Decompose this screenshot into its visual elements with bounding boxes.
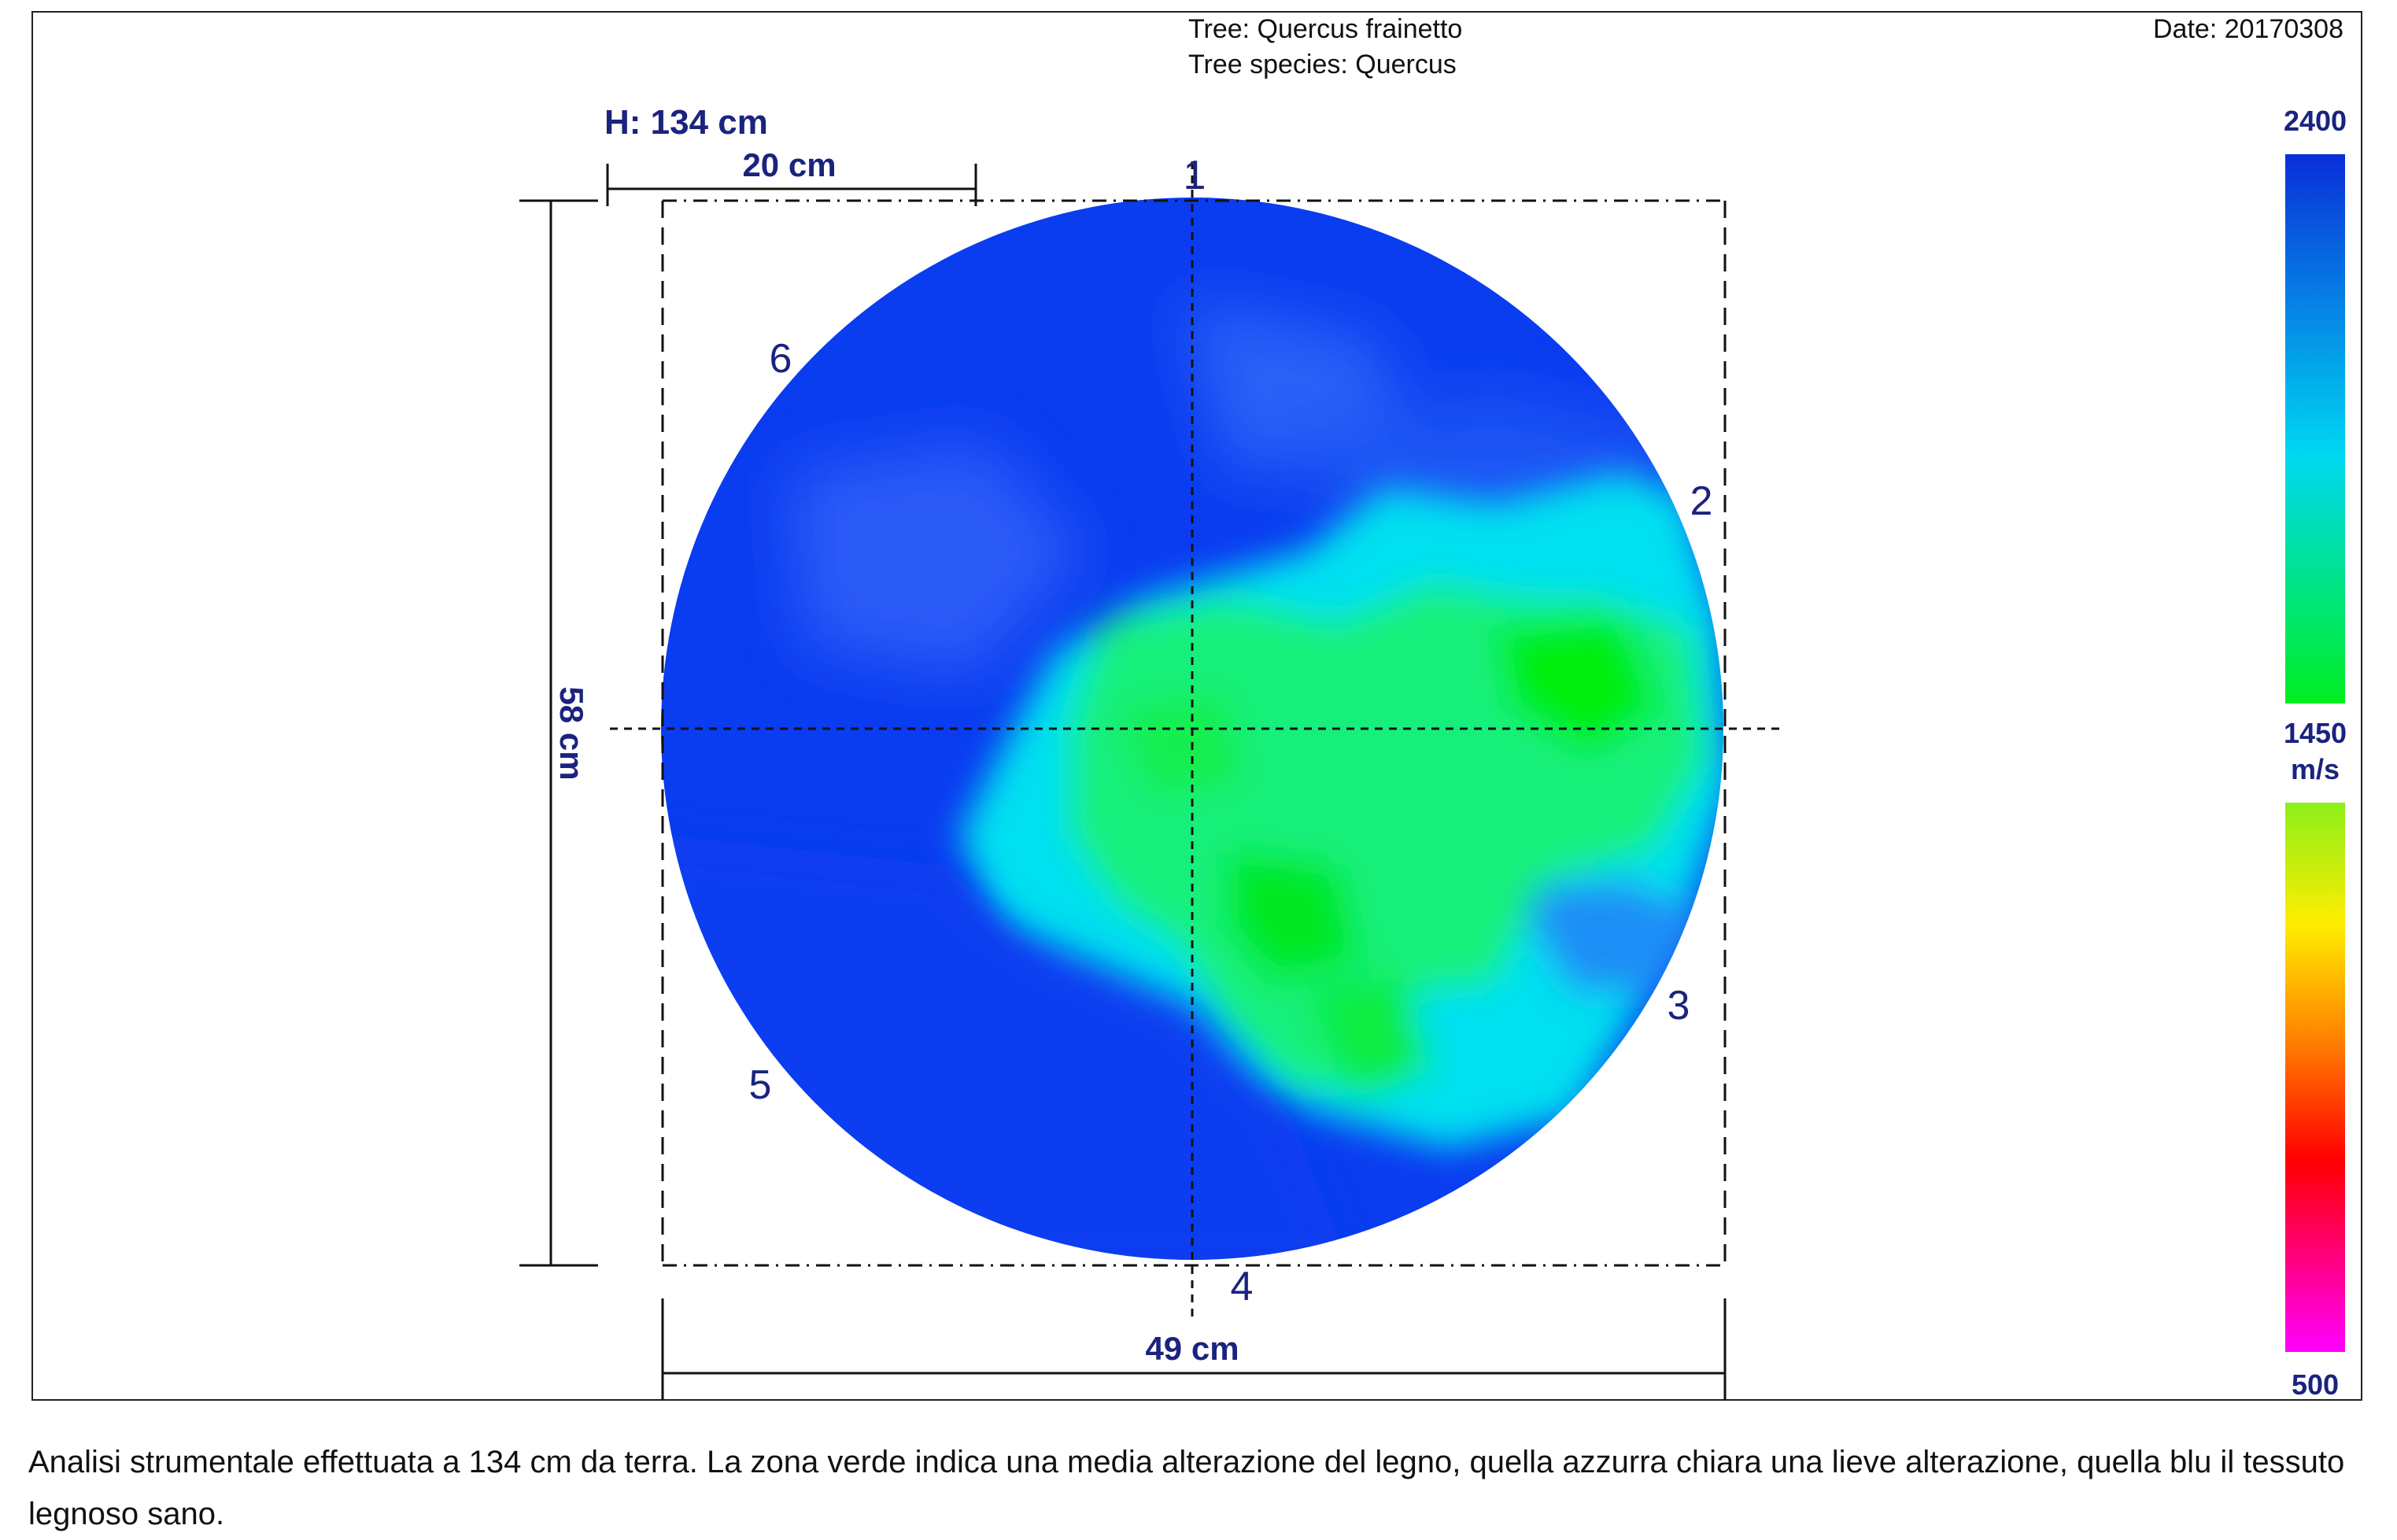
date-label: Date: 20170308 [2153, 14, 2343, 44]
legend-min: 500 [2292, 1368, 2339, 1401]
width-dimension [661, 1298, 1727, 1401]
sensor-labels: 1 2 3 4 5 6 [749, 153, 1713, 1309]
legend-mid: 1450 [2284, 717, 2347, 749]
sensor-label: 4 [1231, 1264, 1254, 1309]
sensor-label: 1 [1184, 153, 1206, 198]
sensor-label: 3 [1668, 983, 1690, 1029]
scale-bar [606, 164, 977, 206]
tree-label: Tree: Quercus frainetto [1188, 14, 1463, 44]
legend-max: 2400 [2284, 105, 2347, 137]
sensor-label: 2 [1690, 478, 1713, 524]
height-label: H: 134 cm [604, 103, 768, 142]
species-label: Tree species: Quercus [1188, 50, 1457, 79]
bounding-box [661, 199, 1727, 1267]
legend-bar-upper [2285, 154, 2345, 704]
center-crosshair [610, 161, 1782, 1318]
velocity-legend: 2400 1450 m/s 500 [2284, 105, 2347, 1401]
width-label: 49 cm [1145, 1330, 1239, 1367]
scale-label: 20 cm [742, 146, 836, 183]
caption: Analisi strumentale effettuata a 134 cm … [28, 1445, 2345, 1531]
depth-label: 58 cm [553, 686, 590, 780]
legend-bar-lower [2285, 803, 2345, 1352]
sensor-label: 5 [749, 1062, 772, 1108]
depth-dimension [519, 199, 598, 1267]
tomogram: 58 cm 49 cm 20 cm H: 134 cm 1 2 3 4 5 6 … [519, 103, 2347, 1401]
legend-unit: m/s [2291, 753, 2340, 785]
sensor-label: 6 [770, 336, 792, 382]
